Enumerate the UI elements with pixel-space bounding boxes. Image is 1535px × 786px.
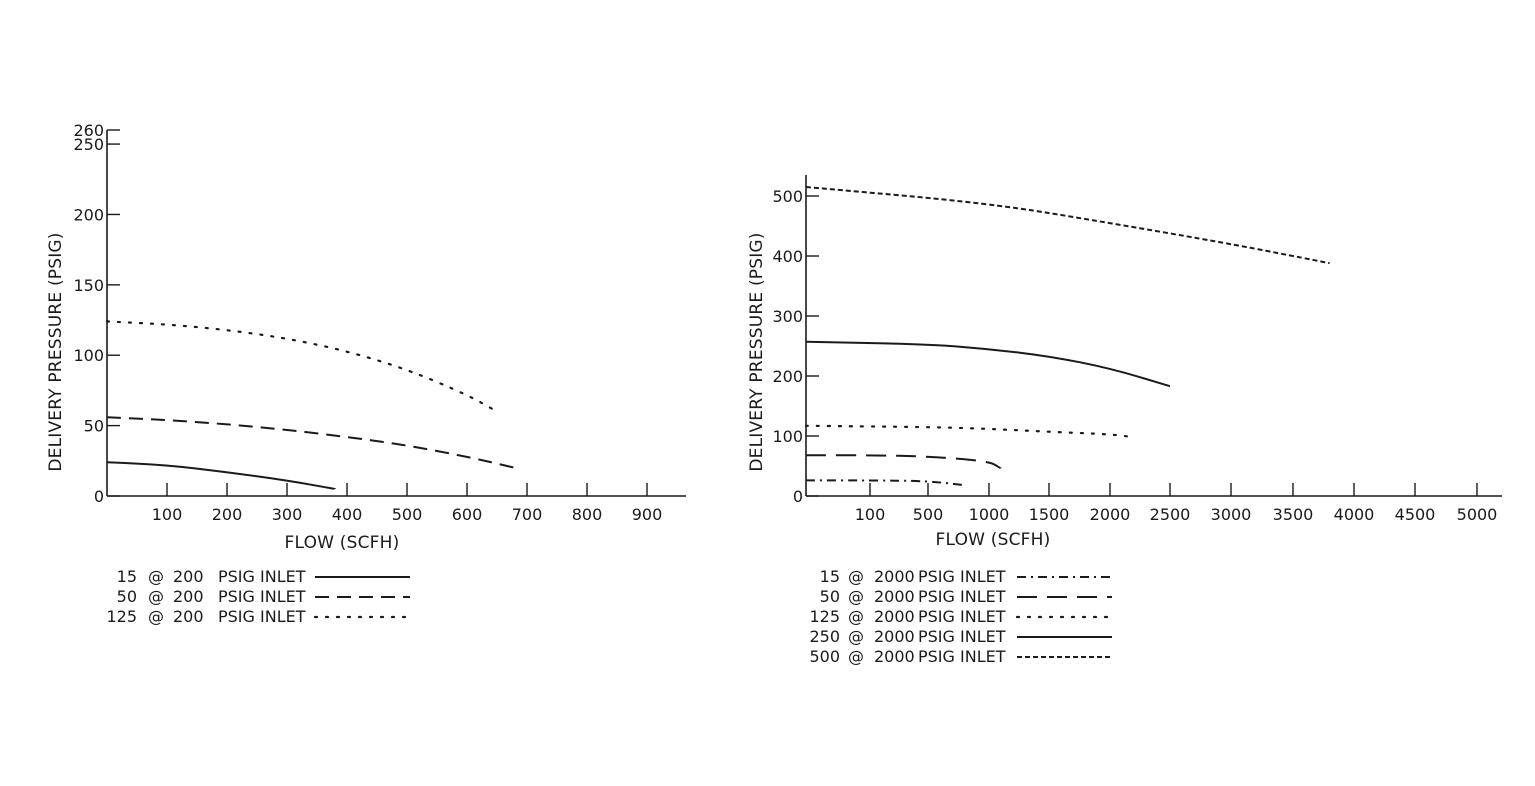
x-tick-label: 3500 <box>1273 505 1314 524</box>
legend-inlet-pressure: 200 <box>173 607 204 626</box>
legend-entry: 250 @2000 PSIG INLET <box>809 627 1112 646</box>
y-tick-label: 500 <box>772 187 803 206</box>
y-axis-title: DELIVERY PRESSURE (PSIG) <box>46 232 66 471</box>
series-line <box>806 479 965 487</box>
legend-outlet-pressure: 50 <box>820 587 840 606</box>
legend-inlet-label: PSIG INLET <box>218 607 306 626</box>
legend-inlet-label: PSIG INLET <box>918 627 1006 646</box>
legend-at-sign: @ <box>848 627 864 646</box>
y-tick-label: 100 <box>73 346 104 365</box>
y-tick-label: 250 <box>73 135 104 154</box>
legend-outlet-pressure: 125 <box>106 607 137 626</box>
y-tick-label: 200 <box>772 367 803 386</box>
x-tick-label: 1000 <box>969 505 1010 524</box>
legend-at-sign: @ <box>848 607 864 626</box>
legend-entry: 50 @2000 PSIG INLET <box>820 587 1112 606</box>
legend-outlet-pressure: 500 <box>809 647 840 666</box>
legend-inlet-label: PSIG INLET <box>918 607 1006 626</box>
x-tick-label: 5000 <box>1457 505 1498 524</box>
series-line <box>105 320 499 413</box>
legend-outlet-pressure: 15 <box>820 567 840 586</box>
legend-outlet-pressure: 250 <box>809 627 840 646</box>
x-tick-label: 1500 <box>1029 505 1070 524</box>
x-tick-label: 2000 <box>1090 505 1131 524</box>
x-tick-label: 500 <box>392 505 423 524</box>
legend-inlet-pressure: 200 <box>173 567 204 586</box>
y-tick-label: 400 <box>772 247 803 266</box>
legend-inlet-label: PSIG INLET <box>918 587 1006 606</box>
y-tick-label: 300 <box>772 307 803 326</box>
legend-at-sign: @ <box>148 607 164 626</box>
y-tick-label: 50 <box>84 417 104 436</box>
x-tick-label: 900 <box>632 505 663 524</box>
legend-inlet-label: PSIG INLET <box>218 587 306 606</box>
legend-entry: 50 @200 PSIG INLET <box>117 587 410 606</box>
series-line <box>106 461 336 490</box>
legend-inlet-pressure: 200 <box>173 587 204 606</box>
legend: 15 @200 PSIG INLET 50 @200 PSIG INLET 125 @200 P… <box>106 567 412 626</box>
x-tick-label: 4000 <box>1334 505 1375 524</box>
y-tick-label: 0 <box>94 487 104 506</box>
x-tick-label: 100 <box>152 505 183 524</box>
series-line <box>806 454 1002 470</box>
series-line <box>106 416 522 471</box>
x-tick-label: 300 <box>272 505 303 524</box>
legend-outlet-pressure: 125 <box>809 607 840 626</box>
legend-inlet-label: PSIG INLET <box>918 647 1006 666</box>
legend-outlet-pressure: 50 <box>117 587 137 606</box>
legend-at-sign: @ <box>148 567 164 586</box>
legend-entry: 125 @2000 PSIG INLET <box>809 607 1114 626</box>
legend-outlet-pressure: 15 <box>117 567 137 586</box>
y-tick-label: 200 <box>73 205 104 224</box>
series-line <box>805 186 1330 265</box>
x-tick-label: 3000 <box>1211 505 1252 524</box>
series-line <box>804 424 1136 439</box>
x-tick-label: 800 <box>572 505 603 524</box>
legend-inlet-pressure: 2000 <box>874 627 915 646</box>
legend-entry: 15 @2000 PSIG INLET <box>820 567 1112 586</box>
x-tick-label: 400 <box>332 505 363 524</box>
x-tick-label: 500 <box>913 505 944 524</box>
axes: 0 100 200 300 400 500 100 500 1000 1500 2000 2500 30… <box>747 175 1502 550</box>
x-tick-label: 700 <box>512 505 543 524</box>
y-tick-label: 0 <box>793 487 803 506</box>
x-axis-title: FLOW (SCFH) <box>936 530 1051 550</box>
x-tick-label: 2500 <box>1150 505 1191 524</box>
legend-inlet-label: PSIG INLET <box>218 567 306 586</box>
x-tick-label: 600 <box>452 505 483 524</box>
series-lines <box>105 320 522 490</box>
legend-inlet-pressure: 2000 <box>874 647 915 666</box>
y-axis-title: DELIVERY PRESSURE (PSIG) <box>747 232 767 471</box>
y-tick-label: 150 <box>73 276 104 295</box>
legend-at-sign: @ <box>848 647 864 666</box>
legend-inlet-pressure: 2000 <box>874 567 915 586</box>
legend-inlet-pressure: 2000 <box>874 587 915 606</box>
legend-at-sign: @ <box>848 587 864 606</box>
legend-entry: 125 @200 PSIG INLET <box>106 607 412 626</box>
legend-entry: 500 @2000 PSIG INLET <box>809 647 1112 666</box>
series-lines <box>804 186 1330 487</box>
y-tick-label: 260 <box>73 121 104 140</box>
x-axis-title: FLOW (SCFH) <box>285 533 400 553</box>
x-tick-label: 4500 <box>1395 505 1436 524</box>
chart-2000-psig-inlet: 0 100 200 300 400 500 100 500 1000 1500 2000 2500 30… <box>747 175 1502 666</box>
legend-entry: 15 @200 PSIG INLET <box>117 567 410 586</box>
x-tick-label: 200 <box>212 505 243 524</box>
legend-inlet-pressure: 2000 <box>874 607 915 626</box>
x-tick-label: 100 <box>855 505 886 524</box>
legend-inlet-label: PSIG INLET <box>918 567 1006 586</box>
y-tick-label: 100 <box>772 427 803 446</box>
legend-at-sign: @ <box>148 587 164 606</box>
series-line <box>805 340 1171 388</box>
legend-at-sign: @ <box>848 567 864 586</box>
